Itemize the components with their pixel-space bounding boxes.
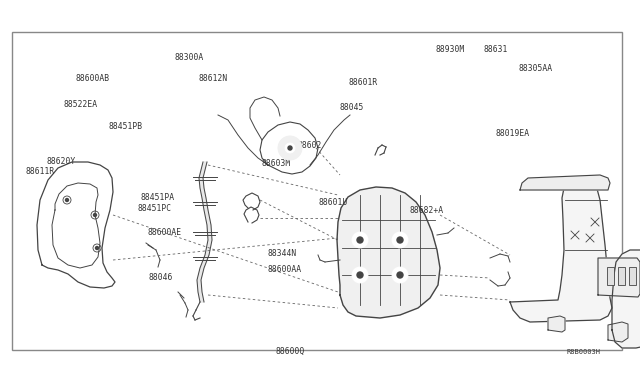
Text: 88300A: 88300A: [174, 53, 204, 62]
Text: 88601U: 88601U: [319, 198, 348, 207]
Circle shape: [352, 267, 368, 283]
Text: 88603M: 88603M: [261, 159, 291, 168]
Polygon shape: [197, 162, 212, 302]
Bar: [607, 267, 614, 285]
Text: 88451PB: 88451PB: [109, 122, 143, 131]
Text: 88600AA: 88600AA: [268, 265, 301, 274]
Text: 88631: 88631: [483, 45, 508, 54]
Bar: [618, 267, 625, 285]
Polygon shape: [598, 258, 640, 297]
Text: 88344N: 88344N: [268, 249, 297, 258]
Text: 88612N: 88612N: [198, 74, 228, 83]
Circle shape: [285, 143, 295, 153]
Text: 88600AB: 88600AB: [76, 74, 109, 83]
Text: 88522EA: 88522EA: [64, 100, 98, 109]
Text: 88045: 88045: [339, 103, 364, 112]
Text: R8B0003H: R8B0003H: [566, 349, 600, 355]
Circle shape: [278, 136, 302, 160]
Circle shape: [397, 237, 403, 243]
Polygon shape: [337, 187, 440, 318]
Polygon shape: [608, 322, 628, 342]
Circle shape: [357, 237, 363, 243]
Polygon shape: [612, 250, 640, 348]
Text: 88602: 88602: [298, 141, 322, 150]
Circle shape: [352, 232, 368, 248]
Text: 88930M: 88930M: [435, 45, 465, 54]
Circle shape: [65, 199, 68, 202]
Polygon shape: [548, 316, 565, 332]
Bar: [12, 32, 622, 350]
Circle shape: [95, 247, 99, 250]
Circle shape: [357, 272, 363, 278]
Text: 88600AE: 88600AE: [147, 228, 181, 237]
Text: 88305AA: 88305AA: [518, 64, 552, 73]
Text: 88046: 88046: [148, 273, 173, 282]
Text: 88601R: 88601R: [349, 78, 378, 87]
Text: 88600Q: 88600Q: [275, 347, 305, 356]
Circle shape: [392, 232, 408, 248]
Text: 88682+A: 88682+A: [410, 206, 444, 215]
Text: 88620Y: 88620Y: [46, 157, 76, 166]
Polygon shape: [510, 177, 612, 322]
Text: 88451PC: 88451PC: [138, 204, 172, 213]
Circle shape: [397, 272, 403, 278]
Circle shape: [288, 146, 292, 150]
Circle shape: [392, 267, 408, 283]
Text: 88451PA: 88451PA: [141, 193, 175, 202]
Circle shape: [93, 214, 97, 217]
Polygon shape: [520, 175, 610, 190]
Text: 88611R: 88611R: [26, 167, 55, 176]
Text: 88019EA: 88019EA: [496, 129, 530, 138]
Bar: [629, 267, 636, 285]
